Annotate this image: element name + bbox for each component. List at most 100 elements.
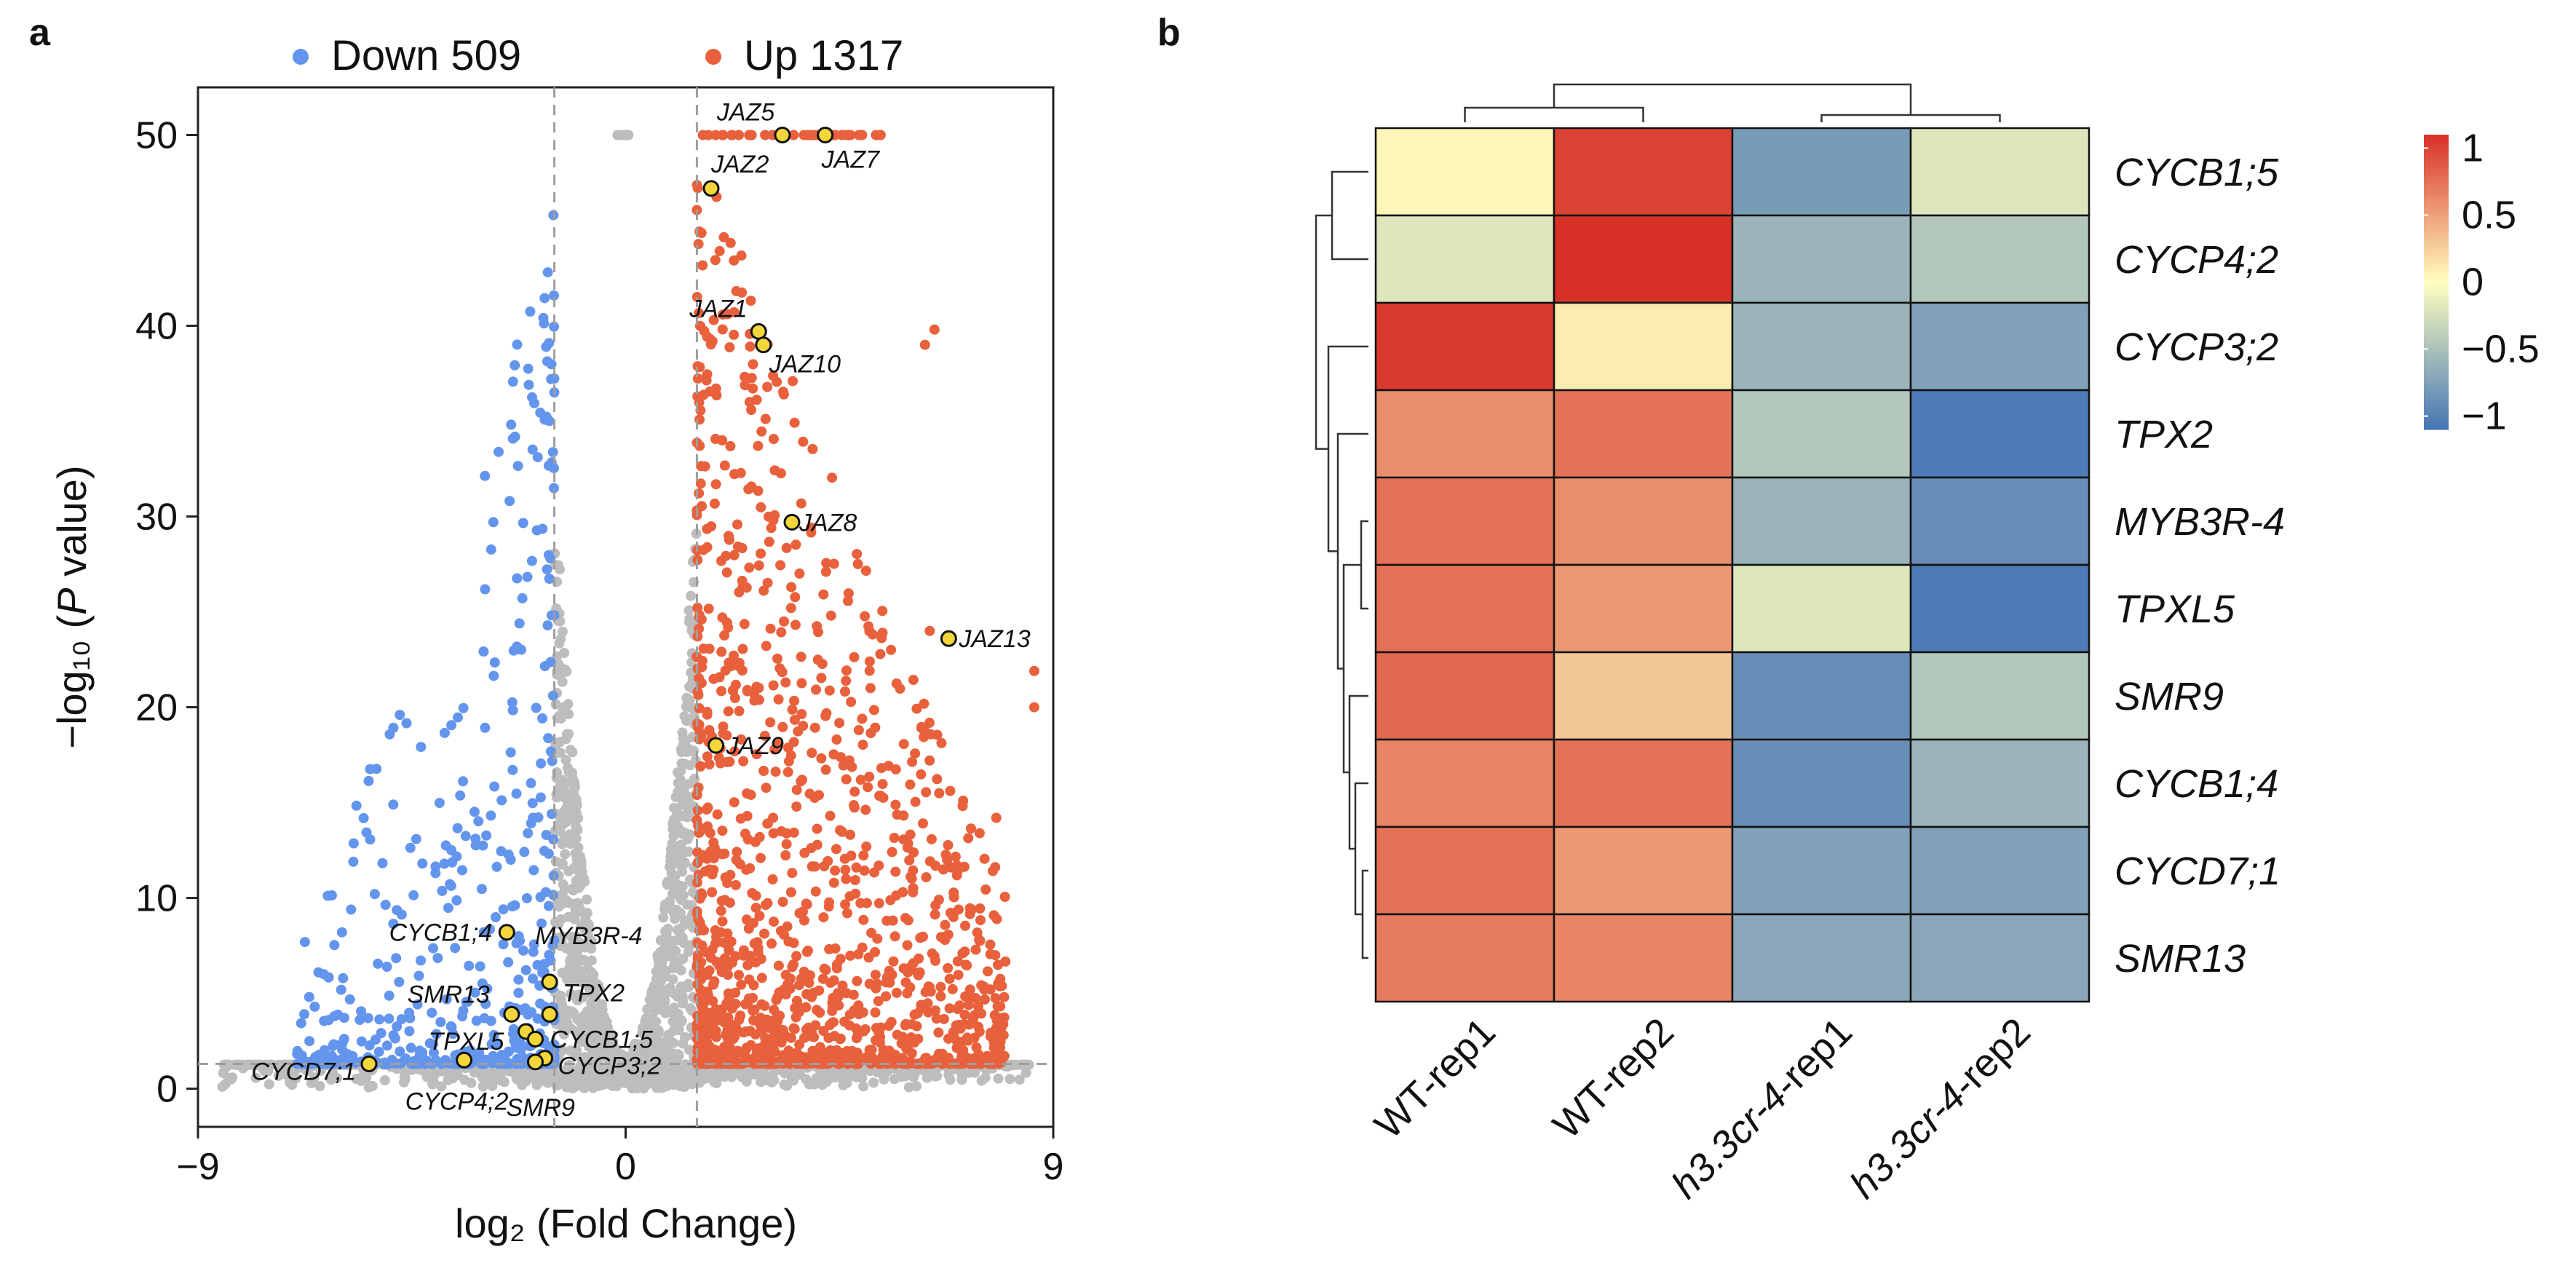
volcano-point bbox=[790, 592, 801, 603]
volcano-point bbox=[865, 683, 876, 694]
heatmap-row-label: CYCP4;2 bbox=[2115, 238, 2278, 282]
volcano-point bbox=[314, 1050, 325, 1060]
volcano-point bbox=[354, 1073, 365, 1084]
volcano-point bbox=[876, 763, 887, 774]
colorbar-segment bbox=[2424, 363, 2449, 368]
volcano-point bbox=[913, 970, 924, 981]
volcano-point bbox=[753, 486, 764, 496]
volcano-point bbox=[918, 931, 928, 942]
ylabel-part-1: −log₁₀ ( bbox=[49, 614, 95, 748]
volcano-point bbox=[716, 906, 726, 916]
highlighted-gene-label: CYCB1;4 bbox=[389, 919, 493, 947]
volcano-point bbox=[707, 869, 718, 880]
volcano-point bbox=[908, 883, 919, 893]
volcano-point bbox=[575, 973, 586, 983]
colorbar-segment bbox=[2424, 425, 2449, 430]
colorbar-segment bbox=[2424, 197, 2449, 202]
volcano-point bbox=[513, 974, 524, 985]
volcano-point bbox=[889, 1074, 900, 1085]
volcano-point bbox=[944, 973, 955, 984]
volcano-point bbox=[790, 1012, 801, 1023]
volcano-point bbox=[924, 717, 935, 728]
volcano-point bbox=[292, 1045, 303, 1056]
volcano-point bbox=[576, 866, 587, 877]
highlighted-gene-marker bbox=[498, 924, 515, 941]
volcano-point bbox=[440, 840, 451, 851]
volcano-point bbox=[765, 623, 776, 634]
volcano-point bbox=[504, 496, 515, 507]
volcano-point bbox=[911, 703, 922, 714]
volcano-point bbox=[361, 1073, 372, 1084]
volcano-point bbox=[598, 1078, 609, 1089]
heatmap-cell bbox=[1553, 738, 1734, 828]
volcano-point bbox=[718, 938, 729, 948]
volcano-point bbox=[528, 973, 539, 984]
volcano-point bbox=[547, 690, 558, 701]
volcano-point bbox=[843, 595, 853, 606]
volcano-point bbox=[933, 1027, 944, 1038]
volcano-point bbox=[731, 285, 742, 296]
volcano-point bbox=[774, 987, 785, 998]
volcano-point bbox=[798, 721, 809, 732]
volcano-point bbox=[970, 993, 980, 1003]
volcano-point bbox=[744, 130, 755, 140]
colorbar-segment bbox=[2424, 208, 2449, 213]
volcano-point bbox=[668, 1048, 678, 1059]
volcano-point bbox=[959, 861, 970, 872]
row-dendrogram-branch bbox=[1315, 214, 1332, 450]
volcano-point bbox=[528, 946, 539, 957]
volcano-point bbox=[287, 1080, 298, 1090]
volcano-point bbox=[953, 1019, 964, 1030]
volcano-point bbox=[919, 729, 930, 740]
volcano-point bbox=[665, 1077, 676, 1088]
volcano-point bbox=[756, 1053, 766, 1064]
volcano-point bbox=[692, 953, 703, 964]
volcano-point bbox=[560, 804, 571, 814]
volcano-point bbox=[931, 1013, 942, 1024]
heatmap-row-label: CYCP3;2 bbox=[2115, 325, 2278, 369]
volcano-point bbox=[812, 1005, 823, 1015]
volcano-point bbox=[735, 1010, 746, 1021]
colorbar-segment bbox=[2424, 212, 2449, 216]
volcano-point bbox=[535, 792, 546, 803]
heatmap-cell bbox=[1909, 301, 2090, 392]
volcano-point bbox=[590, 993, 601, 1004]
volcano-point bbox=[935, 991, 946, 1002]
volcano-point bbox=[919, 698, 930, 709]
volcano-point bbox=[817, 1080, 828, 1090]
colorbar-segment bbox=[2424, 260, 2449, 264]
volcano-point bbox=[609, 1061, 620, 1072]
volcano-point bbox=[477, 840, 488, 851]
volcano-point bbox=[724, 898, 735, 908]
volcano-point bbox=[720, 872, 731, 883]
panel-a-legend: Down 509 Up 1317 bbox=[293, 32, 903, 79]
volcano-point bbox=[758, 1068, 769, 1079]
volcano-point bbox=[932, 774, 943, 785]
volcano-point bbox=[698, 644, 709, 654]
volcano-point bbox=[428, 1048, 439, 1058]
volcano-point bbox=[782, 742, 793, 753]
colorbar-segment bbox=[2424, 414, 2449, 419]
heatmap-row-label: CYCB1;4 bbox=[2115, 762, 2278, 806]
volcano-point bbox=[747, 888, 758, 898]
volcano-point bbox=[959, 946, 970, 957]
volcano-point bbox=[579, 1052, 590, 1063]
volcano-point bbox=[670, 946, 681, 957]
volcano-point bbox=[446, 720, 457, 731]
volcano-point bbox=[480, 470, 491, 481]
volcano-point bbox=[959, 1010, 970, 1020]
volcano-point bbox=[711, 1031, 722, 1042]
volcano-point bbox=[519, 847, 530, 858]
volcano-point bbox=[926, 833, 937, 844]
volcano-point bbox=[512, 461, 523, 472]
volcano-point bbox=[944, 1003, 955, 1014]
volcano-point bbox=[875, 130, 886, 140]
volcano-x-axis-title: log₂ (Fold Change) bbox=[455, 1200, 797, 1246]
volcano-point bbox=[756, 502, 766, 512]
volcano-point bbox=[762, 381, 773, 392]
volcano-point bbox=[962, 992, 973, 1003]
volcano-point bbox=[825, 810, 836, 821]
volcano-point bbox=[921, 872, 932, 883]
volcano-point bbox=[770, 767, 781, 777]
volcano-point bbox=[897, 1031, 908, 1042]
